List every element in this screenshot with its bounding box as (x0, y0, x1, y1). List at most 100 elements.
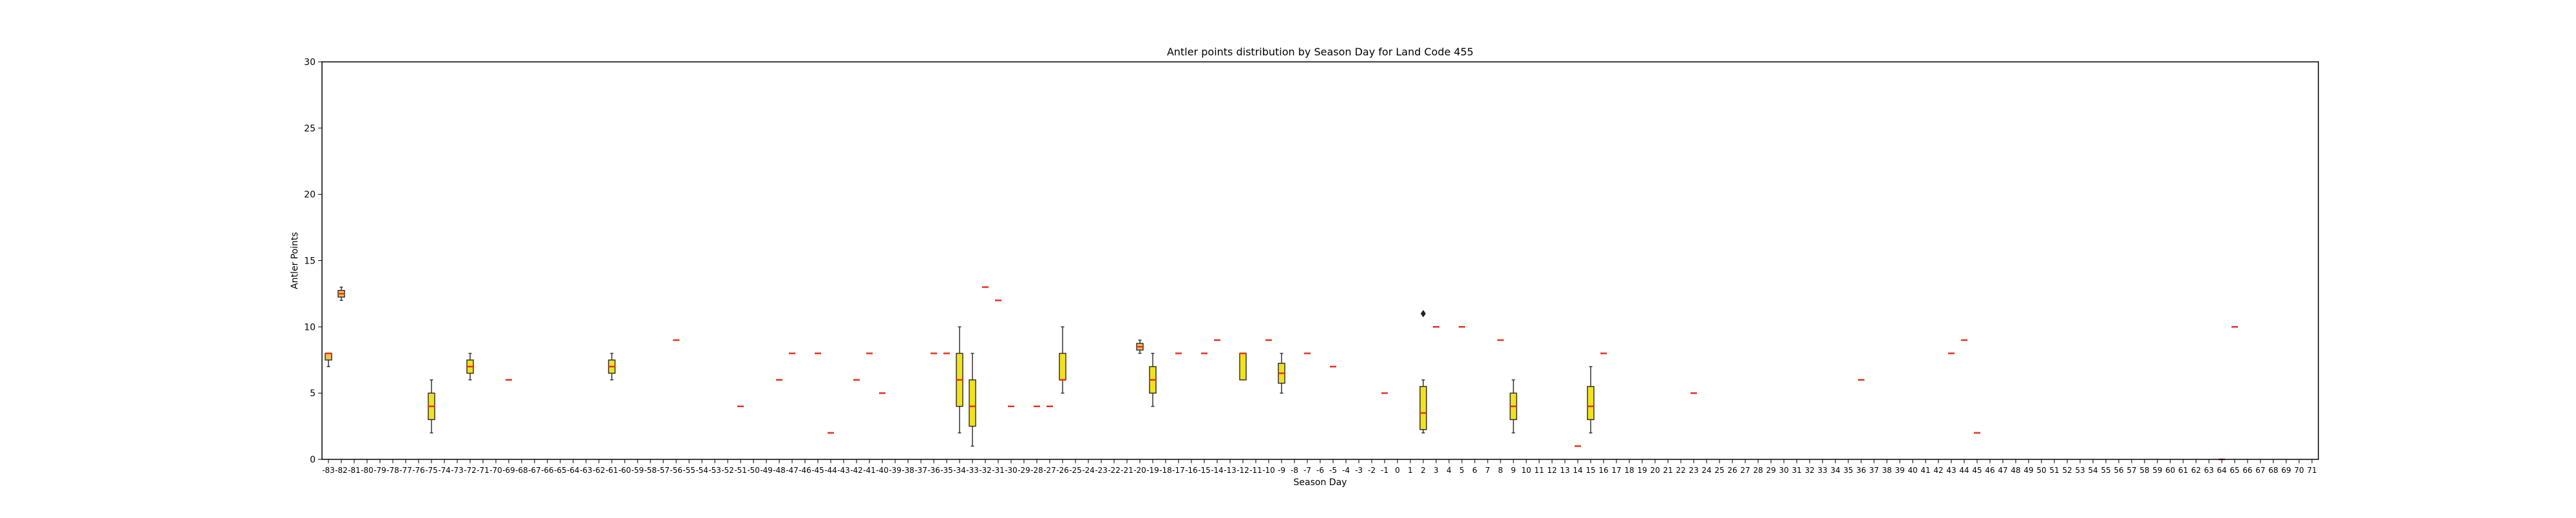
x-tick-label: 24 (1701, 466, 1711, 475)
x-tick-label: 18 (1624, 466, 1634, 475)
x-tick-label: 43 (1946, 466, 1956, 475)
y-axis-label: Antler Points (290, 232, 300, 289)
x-tick-label: 32 (1804, 466, 1814, 475)
x-tick-label: 57 (2126, 466, 2136, 475)
x-tick-label: 61 (2178, 466, 2188, 475)
x-tick-label: 51 (2049, 466, 2059, 475)
x-tick-label: 69 (2281, 466, 2291, 475)
x-tick-label: 48 (2011, 466, 2020, 475)
x-tick-label: 30 (1779, 466, 1788, 475)
x-tick-label: -25 (1069, 466, 1082, 475)
x-tick-label: 10 (1521, 466, 1531, 475)
x-tick-label: -37 (914, 466, 927, 475)
box-group (428, 379, 435, 434)
x-tick-label: -80 (361, 466, 374, 475)
x-tick-label: 17 (1611, 466, 1621, 475)
x-tick-label: -45 (811, 466, 824, 475)
x-tick-label: 50 (2036, 466, 2046, 475)
x-tick-label: -53 (708, 466, 721, 475)
x-tick-label: 65 (2230, 466, 2239, 475)
box-rect (1239, 352, 1247, 381)
y-tick-label: 15 (304, 256, 316, 267)
box-group (1149, 352, 1157, 407)
x-tick-label: -8 (1291, 466, 1298, 475)
box-group (325, 352, 332, 367)
x-tick-label: -27 (1043, 466, 1056, 475)
x-tick-label: 42 (1933, 466, 1943, 475)
x-tick-label: 22 (1676, 466, 1685, 475)
x-tick-label: -43 (837, 466, 850, 475)
x-tick-label: 47 (1998, 466, 2007, 475)
x-tick-label: -83 (322, 466, 335, 475)
x-tick-label: -63 (580, 466, 592, 475)
x-tick-label: -17 (1172, 466, 1185, 475)
x-tick-label: -15 (1198, 466, 1211, 475)
x-tick-label: -24 (1082, 466, 1095, 475)
x-tick-label: 2 (1421, 466, 1426, 475)
x-tick-label: -26 (1056, 466, 1069, 475)
x-tick-label: -74 (438, 466, 451, 475)
x-tick-label: -10 (1262, 466, 1275, 475)
x-tick-label: 63 (2204, 466, 2213, 475)
x-tick-label: -29 (1018, 466, 1030, 475)
x-tick-label: -36 (927, 466, 940, 475)
x-tick-label: 46 (1985, 466, 1994, 475)
x-tick-label: -40 (876, 466, 889, 475)
box-rect (1059, 352, 1066, 381)
x-tick-label: 12 (1547, 466, 1557, 475)
x-tick-label: -28 (1030, 466, 1043, 475)
x-tick-label: 64 (2217, 466, 2226, 475)
x-tick-label: 28 (1753, 466, 1763, 475)
x-tick-label: -76 (412, 466, 425, 475)
x-tick-label: -81 (348, 466, 361, 475)
x-tick-label: 68 (2268, 466, 2278, 475)
x-tick-label: -46 (799, 466, 811, 475)
x-tick-label: 20 (1650, 466, 1660, 475)
x-tick-label: 14 (1573, 466, 1582, 475)
x-tick-label: 34 (1830, 466, 1840, 475)
x-tick-label: -49 (760, 466, 773, 475)
box-group (1239, 352, 1247, 381)
x-tick-label: -65 (554, 466, 567, 475)
x-tick-label: 39 (1895, 466, 1904, 475)
x-tick-label: 37 (1869, 466, 1879, 475)
box-rect (969, 379, 976, 427)
x-tick-label: -61 (605, 466, 618, 475)
x-tick-label: 6 (1472, 466, 1477, 475)
x-tick-label: -52 (721, 466, 734, 475)
x-tick-label: -71 (477, 466, 489, 475)
outlier-point (1421, 310, 1426, 318)
x-tick-label: -75 (425, 466, 438, 475)
x-tick-label: -48 (773, 466, 786, 475)
x-tick-label: 0 (1395, 466, 1400, 475)
x-tick-label: 40 (1908, 466, 1917, 475)
x-tick-label: 53 (2075, 466, 2085, 475)
x-tick-label: 44 (1959, 466, 1969, 475)
x-tick-label: 56 (2114, 466, 2123, 475)
x-tick-label: -22 (1108, 466, 1121, 475)
x-tick-label: -67 (528, 466, 541, 475)
x-tick-label: -4 (1342, 466, 1350, 475)
x-tick-label: -42 (850, 466, 863, 475)
x-tick-label: -18 (1159, 466, 1172, 475)
y-tick-label: 5 (310, 388, 316, 399)
x-tick-label: -82 (335, 466, 348, 475)
x-tick-label: -13 (1224, 466, 1236, 475)
x-tick-label: -59 (631, 466, 644, 475)
x-tick-label: -62 (592, 466, 605, 475)
x-tick-label: -60 (618, 466, 631, 475)
x-tick-label: 23 (1689, 466, 1698, 475)
box-group (1136, 340, 1144, 354)
y-tick-label: 20 (304, 190, 316, 200)
x-tick-label: -66 (541, 466, 554, 475)
x-tick-label: -39 (889, 466, 902, 475)
chart-title: Antler points distribution by Season Day… (1167, 46, 1473, 58)
x-tick-label: 21 (1663, 466, 1672, 475)
x-tick-label: 38 (1882, 466, 1891, 475)
x-tick-label: -77 (399, 466, 412, 475)
box-group (337, 286, 345, 301)
box-group (1510, 379, 1517, 434)
x-tick-label: -3 (1355, 466, 1363, 475)
x-tick-label: -55 (683, 466, 696, 475)
x-tick-label: 54 (2088, 466, 2098, 475)
